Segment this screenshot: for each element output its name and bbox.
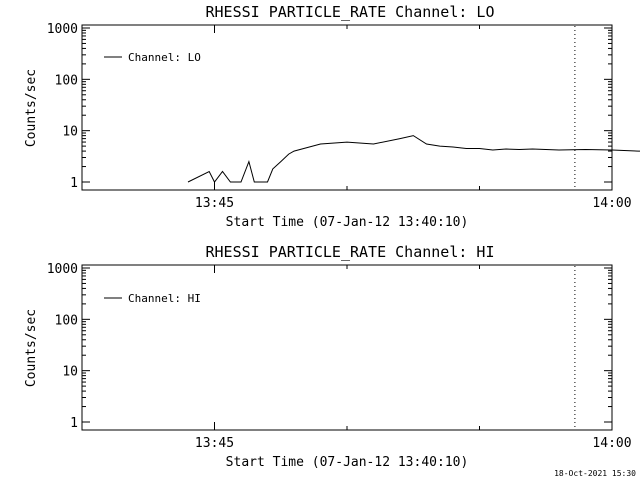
- panel-hi: RHESSI PARTICLE_RATE Channel: HI Counts/…: [24, 243, 632, 470]
- y-ticks-hi: 1 10 100 1000: [47, 262, 612, 431]
- chart-title-lo: RHESSI PARTICLE_RATE Channel: LO: [206, 3, 495, 21]
- x-axis-label-lo: Start Time (07-Jan-12 13:40:10): [226, 215, 469, 230]
- y-axis-label-lo: Counts/sec: [24, 69, 39, 147]
- y-ticks-lo: 1 10 100 1000: [47, 22, 612, 191]
- y-tick-label: 10: [62, 125, 78, 140]
- y-tick-label: 10: [62, 365, 78, 380]
- series-line-lo: [187, 135, 640, 183]
- panel-lo: RHESSI PARTICLE_RATE Channel: LO Counts/…: [24, 3, 640, 230]
- x-tick-label: 14:00: [592, 196, 631, 211]
- y-axis-label-hi: Counts/sec: [24, 309, 39, 387]
- y-tick-label: 100: [55, 313, 78, 328]
- y-tick-label: 100: [55, 73, 78, 88]
- chart-title-hi: RHESSI PARTICLE_RATE Channel: HI: [206, 243, 495, 261]
- legend-label-lo: Channel: LO: [128, 51, 201, 64]
- x-tick-label: 13:45: [195, 436, 234, 451]
- x-tick-label: 13:45: [195, 196, 234, 211]
- footer-timestamp: 18-Oct-2021 15:30: [554, 469, 636, 478]
- event-markers-hi: SE: [574, 266, 576, 429]
- plot-frame-hi: [81, 264, 613, 431]
- y-tick-label: 1000: [47, 22, 78, 37]
- plot-frame-lo: [81, 24, 613, 191]
- x-axis-label-hi: Start Time (07-Jan-12 13:40:10): [226, 455, 469, 470]
- y-tick-label: 1: [70, 416, 78, 431]
- y-tick-label: 1000: [47, 262, 78, 277]
- event-markers-lo: SE: [574, 26, 576, 189]
- legend-label-hi: Channel: HI: [128, 292, 201, 305]
- y-tick-label: 1: [70, 176, 78, 191]
- x-tick-label: 14:00: [592, 436, 631, 451]
